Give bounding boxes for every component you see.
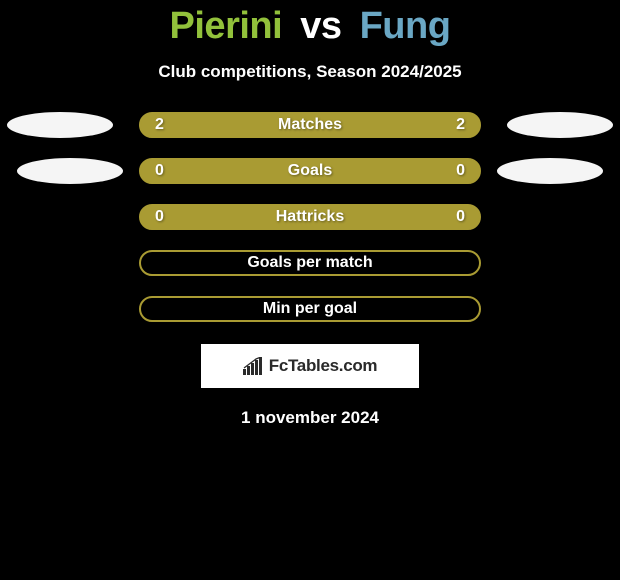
subtitle: Club competitions, Season 2024/2025 xyxy=(0,62,620,82)
stat-value-right: 0 xyxy=(456,162,465,180)
stat-label: Matches xyxy=(278,116,342,134)
player1-badge xyxy=(17,158,123,184)
stat-row: 0 Goals 0 xyxy=(0,158,620,184)
bar-chart-icon xyxy=(243,357,265,375)
stat-label: Min per goal xyxy=(263,300,357,318)
vs-label: vs xyxy=(300,5,341,47)
stat-value-right: 0 xyxy=(456,208,465,226)
stat-value-left: 0 xyxy=(155,208,164,226)
player2-badge xyxy=(497,158,603,184)
stat-value-right: 2 xyxy=(456,116,465,134)
stats-list: 2 Matches 2 0 Goals 0 0 Hattricks 0 xyxy=(0,112,620,322)
page-title: Pierini vs Fung xyxy=(0,5,620,48)
stat-bar-goals: 0 Goals 0 xyxy=(139,158,481,184)
logo-text: FcTables.com xyxy=(269,356,378,376)
stat-bar-min-per-goal: Min per goal xyxy=(139,296,481,322)
player2-badge xyxy=(507,112,613,138)
stat-label: Goals xyxy=(288,162,332,180)
player1-badge xyxy=(7,112,113,138)
comparison-panel: Pierini vs Fung Club competitions, Seaso… xyxy=(0,0,620,428)
date-label: 1 november 2024 xyxy=(0,408,620,428)
stat-row: 0 Hattricks 0 xyxy=(0,204,620,230)
stat-value-left: 2 xyxy=(155,116,164,134)
stat-value-left: 0 xyxy=(155,162,164,180)
source-logo[interactable]: FcTables.com xyxy=(201,344,419,388)
player1-name: Pierini xyxy=(170,5,283,47)
stat-row: 2 Matches 2 xyxy=(0,112,620,138)
stat-bar-goals-per-match: Goals per match xyxy=(139,250,481,276)
stat-label: Goals per match xyxy=(247,254,372,272)
stat-label: Hattricks xyxy=(276,208,344,226)
stat-bar-hattricks: 0 Hattricks 0 xyxy=(139,204,481,230)
stat-bar-matches: 2 Matches 2 xyxy=(139,112,481,138)
stat-row: Min per goal xyxy=(0,296,620,322)
stat-row: Goals per match xyxy=(0,250,620,276)
player2-name: Fung xyxy=(360,5,451,47)
